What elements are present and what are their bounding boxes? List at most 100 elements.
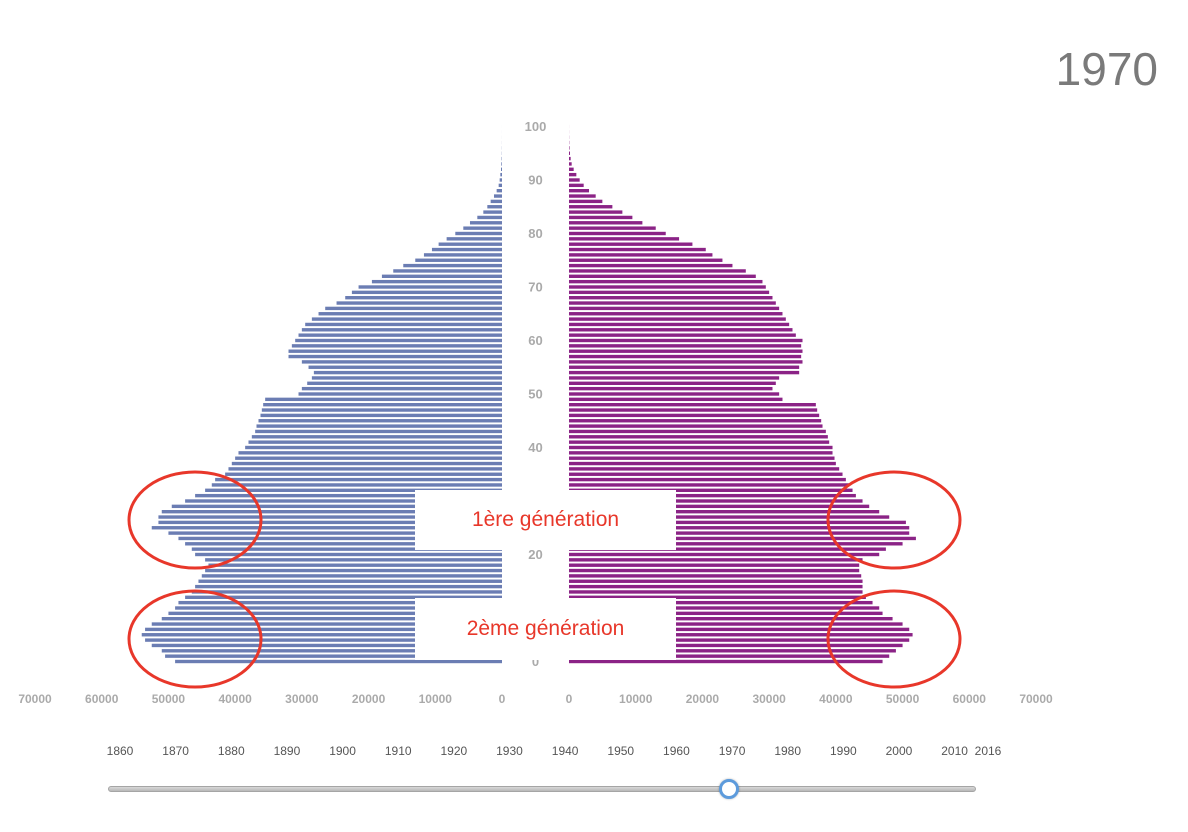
female-bar	[569, 167, 574, 171]
timeline-year-label[interactable]: 1910	[384, 744, 412, 758]
male-bar	[245, 445, 502, 450]
x-tick-label-left: 60000	[85, 692, 119, 706]
male-bar	[251, 435, 502, 439]
male-bar	[238, 451, 502, 455]
male-bar	[175, 606, 502, 610]
female-bar	[569, 178, 580, 182]
female-bar	[569, 269, 746, 273]
female-bar	[569, 467, 840, 471]
annotation-circle	[826, 589, 962, 689]
male-bars-group	[141, 124, 503, 664]
annotation-circles	[127, 470, 962, 689]
timeline-year-label[interactable]: 1990	[829, 744, 857, 758]
female-bar	[569, 247, 706, 252]
timeline-year-label[interactable]: 1870	[162, 744, 189, 758]
male-bar	[325, 306, 502, 311]
female-bar	[569, 643, 903, 648]
timeline-year-label[interactable]: 1950	[607, 744, 635, 758]
x-tick-label-right: 20000	[686, 692, 720, 706]
male-bar	[501, 162, 502, 166]
male-bar	[145, 627, 503, 632]
female-bar	[569, 344, 802, 348]
male-bar	[288, 354, 502, 359]
female-bar	[569, 461, 836, 466]
female-bar	[569, 552, 880, 557]
timeline-year-label[interactable]: 1930	[496, 744, 523, 758]
male-bar	[171, 504, 502, 509]
male-bar	[423, 253, 502, 257]
timeline-year-label[interactable]: 2010	[941, 744, 968, 758]
female-bar	[569, 392, 780, 396]
male-bar	[178, 536, 502, 541]
female-bar	[569, 563, 860, 567]
female-bar	[569, 627, 910, 632]
x-tick-label-right: 0	[566, 692, 573, 706]
male-bar	[295, 338, 502, 343]
age-tick-label: 80	[528, 226, 542, 241]
male-bar	[483, 210, 502, 214]
female-bar	[569, 333, 796, 337]
x-tick-label-right: 50000	[886, 692, 920, 706]
female-bar	[569, 526, 910, 530]
male-bar	[225, 472, 502, 476]
timeline-year-label[interactable]: 1960	[663, 744, 690, 758]
male-bar	[175, 659, 502, 664]
female-bar	[569, 488, 853, 492]
male-bar	[499, 178, 502, 182]
male-bar	[446, 237, 502, 241]
female-bar	[569, 156, 571, 161]
male-bar	[415, 258, 502, 262]
male-bar	[178, 600, 502, 605]
x-axis-right: 0 10000 20000 30000 40000 50000 60000 70000	[566, 692, 1053, 706]
female-bar	[569, 542, 903, 546]
timeline-year-label[interactable]: 1890	[273, 744, 301, 758]
male-bar	[298, 392, 502, 396]
female-bar	[569, 600, 873, 605]
male-bar	[161, 649, 502, 653]
male-bar	[151, 526, 502, 530]
timeline-year-label[interactable]: 1980	[774, 744, 802, 758]
timeline-year-label[interactable]: 1900	[329, 744, 356, 758]
female-bar	[569, 584, 863, 589]
female-bar	[569, 606, 880, 610]
timeline-year-label[interactable]: 1970	[718, 744, 746, 758]
female-bar	[569, 210, 623, 214]
x-tick-label-left: 10000	[419, 692, 453, 706]
female-bar	[569, 172, 577, 177]
female-bar	[569, 493, 856, 498]
female-bar	[569, 301, 776, 305]
male-bar	[371, 279, 502, 284]
male-bar	[500, 167, 502, 171]
timeline-year-labels: 1860 1870 1880 1890 1900 1910 1920 1930 1940 1950…	[0, 744, 1188, 764]
male-bar	[208, 563, 502, 567]
female-bar	[569, 440, 830, 444]
timeline-year-label[interactable]: 2000	[885, 744, 913, 758]
male-bar	[358, 285, 502, 289]
female-bar	[569, 568, 860, 573]
female-bar	[569, 424, 823, 428]
timeline-year-label[interactable]: 1920	[440, 744, 468, 758]
age-tick-label: 20	[528, 547, 542, 562]
female-bar	[569, 199, 603, 204]
year-slider-handle[interactable]	[719, 779, 740, 799]
year-slider-track[interactable]	[108, 786, 976, 792]
timeline-year-label[interactable]: 1940	[551, 744, 579, 758]
x-tick-label-right: 10000	[619, 692, 653, 706]
female-bar	[569, 504, 870, 509]
timeline-year-label[interactable]: 2016	[974, 744, 1002, 758]
male-bar	[231, 461, 503, 466]
male-bar	[301, 386, 502, 391]
male-bar	[455, 231, 502, 236]
female-bar	[569, 370, 800, 375]
timeline-year-label[interactable]: 1860	[106, 744, 134, 758]
male-bar	[288, 349, 502, 353]
female-bar	[569, 574, 862, 578]
female-bar	[569, 162, 572, 166]
female-bar	[569, 456, 835, 460]
annotation-circle	[127, 470, 263, 570]
female-bar	[569, 499, 863, 503]
female-bar	[569, 317, 786, 321]
female-bar	[569, 226, 656, 230]
male-bar	[168, 611, 502, 616]
timeline-year-label[interactable]: 1880	[217, 744, 245, 758]
